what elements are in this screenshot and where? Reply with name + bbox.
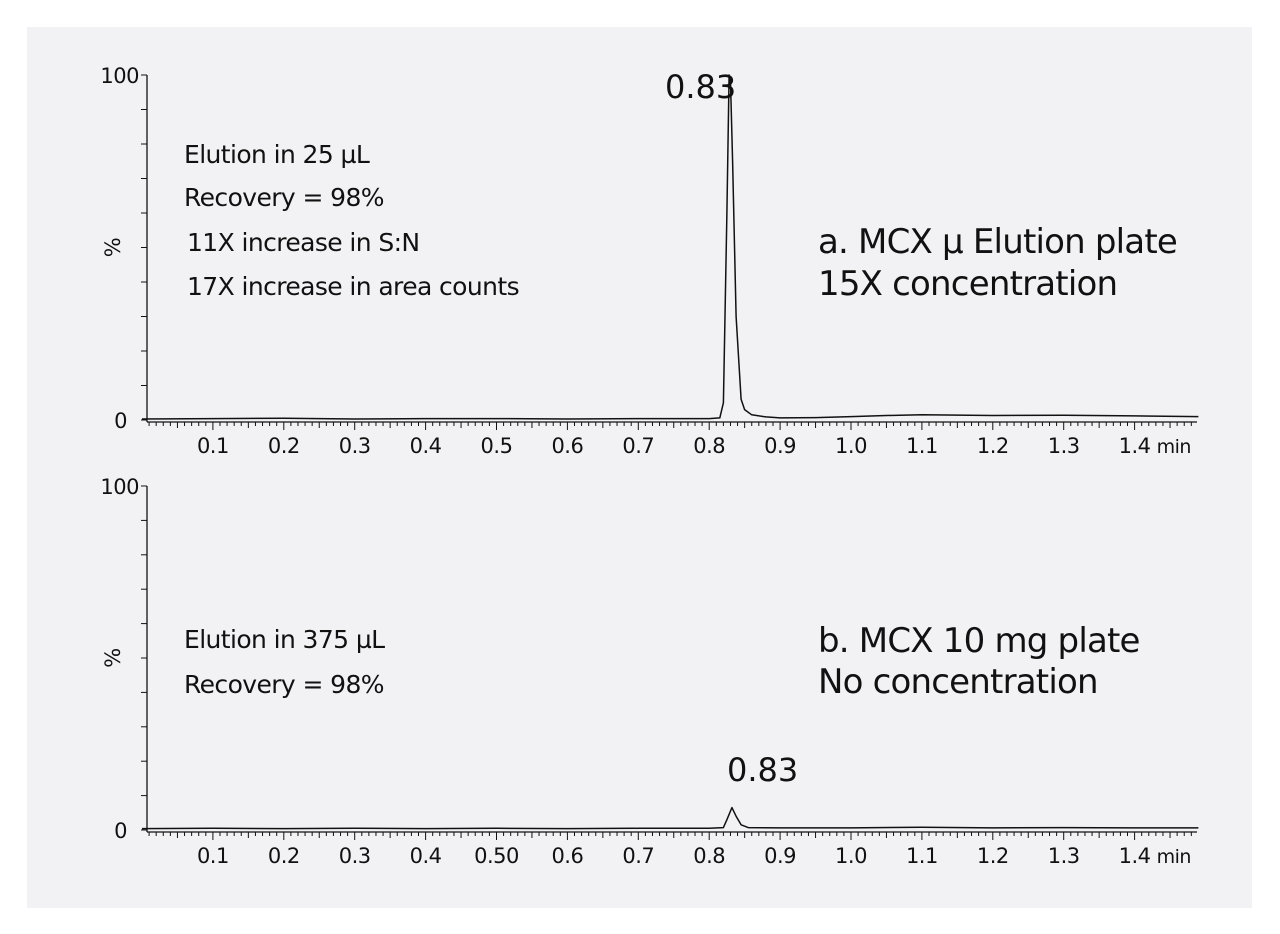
x-tick-label: 0.7 [622,434,654,458]
annotation-text: 11X increase in S:N [187,228,420,257]
x-tick-label: 0.7 [622,844,654,868]
panel-label: b. MCX 10 mg plate [818,621,1140,661]
panel-label: No concentration [818,662,1098,702]
annotation-text: Recovery = 98% [184,670,384,699]
x-tick-label: 0.6 [551,434,583,458]
y-tick-label: 100 [100,64,139,88]
panel-label: 15X concentration [818,264,1117,304]
x-tick-label: 0.9 [764,434,796,458]
x-tick-label: 1.2 [977,844,1009,868]
y-tick-label: 0 [114,409,127,433]
x-tick-label: 1.0 [835,844,867,868]
x-tick-label: 0.3 [339,844,371,868]
x-tick-label: 0.1 [197,434,229,458]
chart-background [27,27,1252,908]
x-tick-label: 1.3 [1048,844,1080,868]
x-tick-label: 1.3 [1048,434,1080,458]
y-tick-label: 0 [114,819,127,843]
y-tick-label: 100 [100,475,139,499]
x-tick-label: 1.2 [977,434,1009,458]
chromatogram-trace [141,806,1199,830]
peak-retention-label: 0.83 [727,751,798,789]
x-tick-label: 1.1 [906,844,938,868]
x-tick-label: 0.2 [268,844,300,868]
x-tick-label: 0.8 [693,434,725,458]
x-tick-label: 0.50 [474,844,519,868]
x-tick-label: 0.5 [481,434,513,458]
x-tick-label: 0.3 [339,434,371,458]
x-tick-label: 0.2 [268,434,300,458]
x-tick-label: 0.4 [410,434,442,458]
annotation-text: Elution in 25 µL [184,140,370,169]
x-tick-label: 1.1 [906,434,938,458]
y-axis-label: % [101,238,125,257]
x-tick-label: 0.4 [410,844,442,868]
x-tick-label: 1.4 [1119,844,1151,868]
annotation-text: Recovery = 98% [184,183,384,212]
x-tick-label: 0.8 [693,844,725,868]
panel-label: a. MCX µ Elution plate [818,222,1177,262]
x-tick-label: 0.1 [197,844,229,868]
annotation-text: 17X increase in area counts [187,272,519,301]
x-axis-label: min [1157,436,1191,458]
x-axis-label: min [1157,846,1191,868]
annotation-text: Elution in 375 µL [184,625,385,654]
x-tick-label: 0.9 [764,844,796,868]
x-tick-label: 1.4 [1119,434,1151,458]
chromatogram-trace [141,74,1199,420]
y-axis-label: % [101,648,125,667]
chart-panel-b: 0 100% 0.1 0.2 0.3 0.4 0.50 0.6 0.7 0.8 0.9 1.0 1.1 1… [100,475,1199,868]
x-tick-label: 1.0 [835,434,867,458]
x-tick-label: 0.6 [551,844,583,868]
chart-panel-a: 0 100% 0.1 0.2 0.3 0.4 0.5 0.6 0.7 0.8 0.9 1.0 1.1 1.… [100,64,1199,458]
peak-retention-label: 0.83 [665,68,736,106]
